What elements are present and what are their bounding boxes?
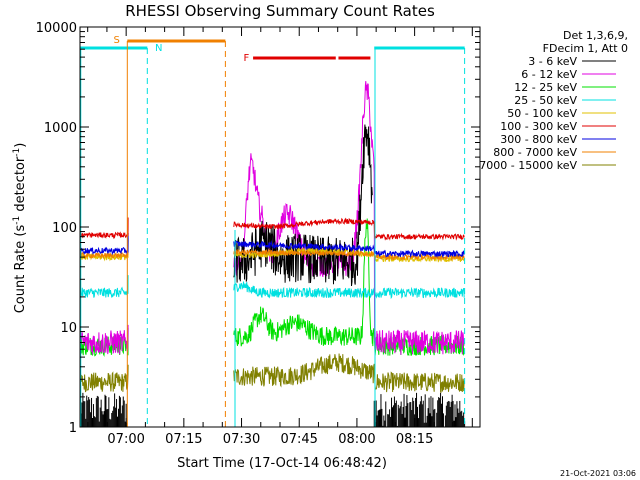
series-line-5 [371,219,465,241]
x-tick-label: 08:15 [396,432,433,447]
y-axis-title-main: Count Rate (s [13,225,28,314]
legend-label: 100 - 300 keV [500,120,577,133]
series-line-6 [80,232,129,256]
y-tick-label: 10000 [36,21,77,36]
series-line-3 [233,281,373,299]
x-tick-label: 07:15 [165,432,202,447]
flag-label-n: N [155,43,162,54]
flag-label-s: S [113,35,119,46]
y-tick-label: 100 [52,221,77,236]
legend-label: 300 - 800 keV [500,133,577,146]
legend-label: 25 - 50 keV [514,94,577,107]
y-tick-label: 10 [60,321,77,336]
series-line-8 [80,364,129,393]
series-line-5 [233,217,373,230]
legend: Det 1,3,6,9, FDecim 1, Att 0 3 - 6 keV6 … [479,29,628,172]
legend-label: 7000 - 15000 keV [479,159,577,172]
legend-label: 12 - 25 keV [514,81,577,94]
legend-label: 6 - 12 keV [521,68,577,81]
series-line-2 [233,218,373,347]
x-axis-title: Start Time (17-Oct-14 06:48:42) [177,456,387,471]
y-axis-title-sup1: -1 [12,216,22,225]
y-axis-title-end: ) [13,143,28,148]
x-tick-label: 08:00 [338,432,375,447]
series-line-3 [80,275,129,298]
plot-area [80,39,466,427]
series-line-5 [80,217,129,240]
series-line-8 [233,353,373,388]
series-line-8 [371,363,465,393]
flag-label-f: F [243,53,249,64]
series-line-6 [371,244,465,259]
x-tick-label: 07:00 [107,432,144,447]
y-tick-label: 1000 [44,121,77,136]
legend-header-2: FDecim 1, Att 0 [543,42,628,55]
series-line-7 [80,237,129,260]
legend-label: 50 - 100 keV [507,107,577,120]
axes: S N F 1 10 100 1000 10000 07:00 07:15 07:30 07:45 08… [36,21,481,447]
series-line-4 [80,239,129,262]
generation-timestamp: 21-Oct-2021 03:06 [560,469,636,478]
y-axis-title-mid: detector [13,156,28,216]
x-tick-label: 07:45 [280,432,317,447]
legend-label: 3 - 6 keV [528,55,577,68]
series-line-3 [371,286,465,300]
y-axis-title: Count Rate (s-1 detector-1) [12,143,28,314]
chart-title: RHESSI Observing Summary Count Rates [125,2,435,20]
series-line-0 [233,124,373,287]
legend-header-1: Det 1,3,6,9, [563,29,628,42]
series-line-1 [371,140,465,355]
series-3-6-kev-spikes [80,392,466,427]
legend-label: 800 - 7000 keV [493,146,577,159]
series-line-7 [233,248,373,258]
observing-flags [80,39,466,427]
y-axis-title-sup2: -1 [12,148,22,157]
x-tick-label: 07:30 [223,432,260,447]
series-line-6 [233,240,373,253]
y-tick-label: 1 [69,421,77,436]
series-line-1 [80,324,129,355]
